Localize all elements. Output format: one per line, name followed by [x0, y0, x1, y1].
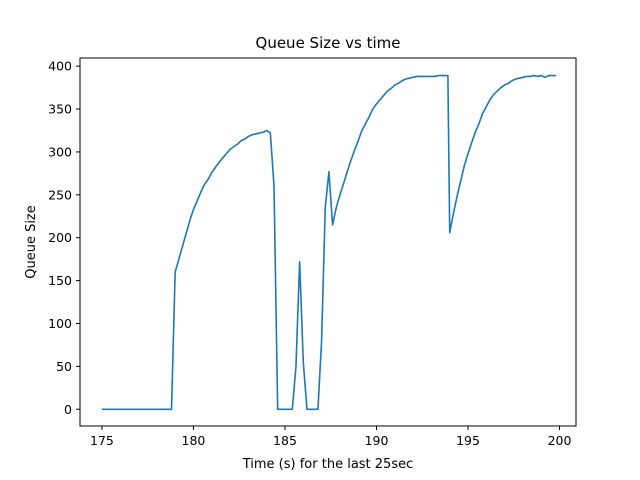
x-tick-label: 185: [273, 433, 297, 448]
x-axis-label: Time (s) for the last 25sec: [242, 457, 414, 472]
x-tick-label: 190: [365, 433, 389, 448]
y-tick-label: 200: [48, 230, 72, 245]
y-tick-label: 0: [64, 402, 72, 417]
x-axis: 175 180 185 190 195 200: [90, 426, 572, 448]
y-tick-label: 250: [48, 187, 72, 202]
chart-title: Queue Size vs time: [256, 34, 401, 52]
y-tick-label: 350: [48, 102, 72, 117]
y-tick-label: 300: [48, 144, 72, 159]
x-tick-label: 175: [90, 433, 114, 448]
x-tick-label: 195: [456, 433, 480, 448]
y-tick-label: 50: [56, 359, 72, 374]
x-tick-label: 180: [182, 433, 206, 448]
y-axis: 0 50 100 150 200 250 300 350 400: [48, 59, 80, 417]
x-tick-label: 200: [548, 433, 572, 448]
y-axis-label: Queue Size: [24, 205, 39, 279]
series-line: [101, 74, 556, 411]
y-tick-label: 100: [48, 316, 72, 331]
y-tick-label: 150: [48, 273, 72, 288]
plot-area: [101, 74, 556, 411]
y-tick-label: 400: [48, 59, 72, 74]
axes-frame: [79, 57, 577, 427]
